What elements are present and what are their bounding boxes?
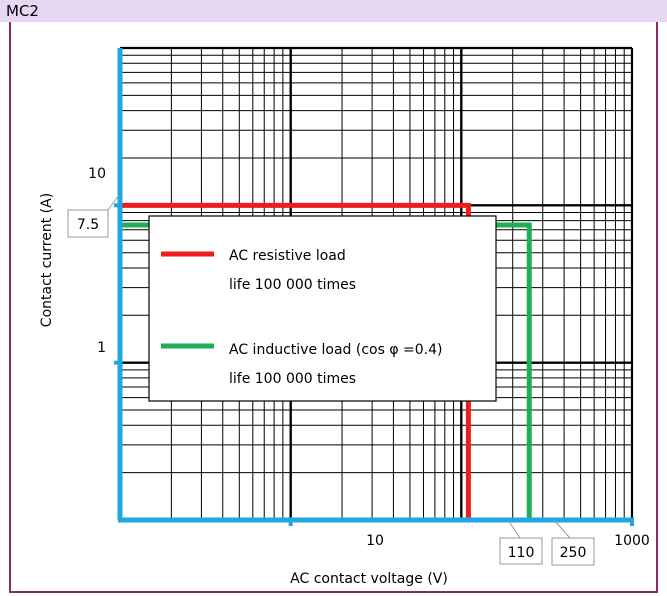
series-line-0 bbox=[120, 202, 471, 520]
annotation-110: 110 bbox=[499, 519, 543, 565]
legend-label-inductive: AC inductive load (cos φ =0.4) bbox=[229, 342, 443, 358]
annotation-110-text: 110 bbox=[508, 545, 535, 561]
x-axis-label: AC contact voltage (V) bbox=[290, 571, 448, 587]
x-tick-label-1000: 1000 bbox=[614, 533, 650, 549]
legend-label-resistive-life: life 100 000 times bbox=[229, 277, 356, 293]
x-tick-label-10: 10 bbox=[366, 533, 384, 549]
y-axis-label: Contact current (A) bbox=[39, 193, 55, 327]
legend-label-inductive-life: life 100 000 times bbox=[229, 371, 356, 387]
y-tick-label-10: 10 bbox=[88, 166, 106, 182]
y-tick-label-1: 1 bbox=[97, 340, 106, 356]
axis-layer bbox=[114, 48, 634, 526]
chart-frame bbox=[9, 22, 658, 593]
annotation-7-5-text: 7.5 bbox=[77, 217, 99, 233]
annotation-250: 250 bbox=[551, 519, 595, 566]
legend-label-resistive: AC resistive load bbox=[229, 248, 346, 264]
header-bar: MC2 bbox=[0, 0, 667, 22]
annotation-250-text: 250 bbox=[560, 545, 587, 561]
header-title: MC2 bbox=[6, 2, 39, 20]
annotation-7-5: 7.5 bbox=[67, 194, 120, 238]
legend: AC resistive load life 100 000 times AC … bbox=[148, 215, 497, 402]
